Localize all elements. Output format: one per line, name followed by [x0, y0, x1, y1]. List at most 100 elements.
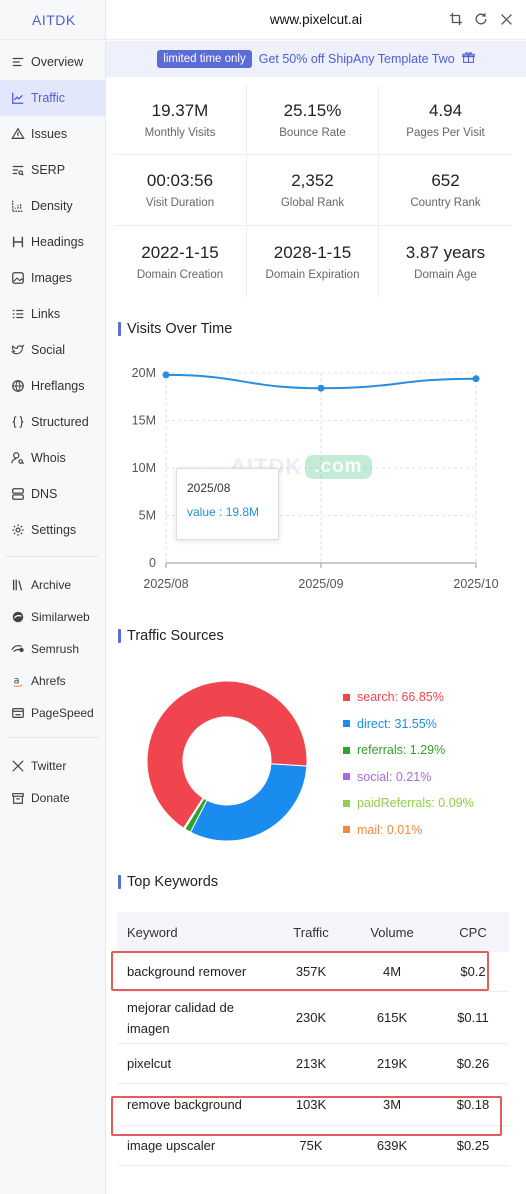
- stat-label: Global Rank: [280, 197, 345, 209]
- sidebar-item-serp[interactable]: SERP: [0, 152, 105, 188]
- legend-item-referrals[interactable]: referrals: 1.29%: [343, 737, 474, 764]
- globe-icon: [10, 378, 26, 394]
- stat-label: Visit Duration: [145, 197, 215, 209]
- stat-card: 2,352 Global Rank: [247, 155, 379, 226]
- chart-tooltip: 2025/08 value : 19.8M: [176, 468, 279, 540]
- braces-icon: [10, 414, 26, 430]
- sidebar-item-images[interactable]: Images: [0, 260, 105, 296]
- gift-icon: [461, 51, 475, 67]
- sidebar-item-density[interactable]: Density: [0, 188, 105, 224]
- sidebar-item-links[interactable]: Links: [0, 296, 105, 332]
- sidebar-item-label: Headings: [31, 235, 84, 249]
- cpc-cell: $0.18: [456, 1097, 490, 1112]
- x-twitter-icon: [10, 758, 26, 774]
- sidebar-item-semrush[interactable]: Semrush: [0, 633, 105, 665]
- heading-icon: [10, 234, 26, 250]
- sidebar-item-label: Similarweb: [31, 610, 90, 624]
- sidebar-item-donate[interactable]: Donate: [0, 782, 105, 814]
- header-traffic[interactable]: Traffic: [293, 924, 329, 940]
- donut-slice-search[interactable]: [146, 680, 308, 829]
- donut-legend: search: 66.85% direct: 31.55% referrals: 1…: [343, 684, 474, 843]
- overview-icon: [10, 54, 26, 70]
- sidebar-item-headings[interactable]: Headings: [0, 224, 105, 260]
- sidebar-item-archive[interactable]: Archive: [0, 569, 105, 601]
- stat-label: Bounce Rate: [279, 126, 346, 139]
- promo-message[interactable]: Get 50% off ShipAny Template Two: [258, 52, 455, 66]
- sidebar-item-social[interactable]: Social: [0, 332, 105, 368]
- sidebar-item-whois[interactable]: Whois: [0, 440, 105, 476]
- stat-label: Monthly Visits: [144, 126, 216, 139]
- visits-line-chart: 0 5M 10M 15M 20M 2025/08 2025/09 2025/10: [132, 366, 499, 591]
- sidebar-item-label: Traffic: [31, 91, 66, 105]
- sidebar-item-label: DNS: [31, 487, 58, 501]
- tooltip-value: value : 19.8M: [187, 505, 260, 519]
- legend-item-direct[interactable]: direct: 31.55%: [343, 711, 474, 738]
- table-row[interactable]: background remover 357K 4M $0.2: [117, 952, 509, 992]
- keyword-cell: pixelcut: [127, 1056, 172, 1071]
- stat-label: Country Rank: [410, 197, 481, 209]
- sidebar-item-label: Whois: [31, 451, 66, 465]
- stat-label: Domain Expiration: [265, 268, 360, 281]
- legend-label: paidReferrals: 0.09%: [357, 796, 474, 811]
- table-row[interactable]: remove background 103K 3M $0.18: [117, 1084, 509, 1126]
- stat-card: 00:03:56 Visit Duration: [114, 155, 247, 226]
- close-icon[interactable]: [498, 11, 514, 27]
- semrush-icon: [10, 641, 26, 657]
- section-title-sources: Traffic Sources: [118, 627, 224, 645]
- crop-icon[interactable]: [448, 11, 464, 27]
- sidebar-item-label: Density: [31, 199, 73, 213]
- y-tick-label: 0: [149, 556, 156, 570]
- sidebar-item-label: Structured: [31, 415, 89, 429]
- stat-value: 2,352: [291, 171, 334, 190]
- sidebar-item-structured[interactable]: Structured: [0, 404, 105, 440]
- y-tick-label: 15M: [132, 414, 156, 428]
- legend-swatch: [343, 693, 350, 701]
- sidebar-item-ahrefs[interactable]: a Ahrefs: [0, 665, 105, 697]
- donut-slice-direct[interactable]: [189, 763, 308, 842]
- domain-title: www.pixelcut.ai: [269, 12, 363, 27]
- sidebar-item-label: Twitter: [31, 759, 67, 773]
- volume-cell: 4M: [382, 964, 402, 979]
- legend-item-social[interactable]: social: 0.21%: [343, 764, 474, 791]
- sidebar-item-traffic[interactable]: Traffic: [0, 80, 105, 116]
- traffic-cell: 213K: [295, 1056, 327, 1071]
- y-tick-label: 10M: [132, 461, 156, 475]
- section-title-keywords: Top Keywords: [118, 873, 218, 891]
- brand-logo[interactable]: AITDK: [0, 0, 105, 40]
- header-keyword[interactable]: Keyword: [127, 924, 178, 940]
- sidebar-item-overview[interactable]: Overview: [0, 44, 105, 80]
- legend-item-search[interactable]: search: 66.85%: [343, 684, 474, 711]
- sidebar-nav: Overview Traffic Issues SERP Density Headings…: [0, 40, 105, 548]
- legend-item-mail[interactable]: mail: 0.01%: [343, 817, 474, 844]
- sidebar-item-issues[interactable]: Issues: [0, 116, 105, 152]
- sidebar-item-label: Settings: [31, 523, 77, 537]
- table-row[interactable]: pixelcut 213K 219K $0.26: [117, 1044, 509, 1084]
- refresh-icon[interactable]: [473, 11, 489, 27]
- stat-value: 19.37M: [151, 100, 209, 120]
- legend-swatch: [343, 720, 350, 728]
- header-cpc[interactable]: CPC: [459, 924, 487, 940]
- x-tick-label: 2025/09: [298, 577, 343, 591]
- social-icon: [10, 342, 26, 358]
- sidebar-item-pagespeed[interactable]: PageSpeed: [0, 697, 105, 729]
- promo-banner[interactable]: limited time only Get 50% off ShipAny Te…: [106, 41, 526, 77]
- top-bar: www.pixelcut.ai: [106, 0, 526, 40]
- volume-cell: 219K: [376, 1056, 408, 1071]
- sidebar-item-label: Overview: [31, 55, 84, 69]
- sidebar-item-settings[interactable]: Settings: [0, 512, 105, 548]
- legend-item-paidreferrals[interactable]: paidReferrals: 0.09%: [343, 790, 474, 817]
- density-icon: [10, 198, 26, 214]
- y-tick-label: 20M: [132, 366, 156, 380]
- sidebar-item-hreflangs[interactable]: Hreflangs: [0, 368, 105, 404]
- stats-grid: 19.37M Monthly Visits 25.15% Bounce Rate 4.9…: [114, 85, 512, 297]
- table-row[interactable]: image upscaler 75K 639K $0.25: [117, 1126, 509, 1166]
- sidebar-item-label: Issues: [31, 127, 68, 141]
- tooltip-date: 2025/08: [187, 481, 231, 495]
- sidebar-item-dns[interactable]: DNS: [0, 476, 105, 512]
- table-row[interactable]: mejorar calidad de imagen 230K 615K $0.11: [117, 992, 509, 1044]
- sidebar-item-similarweb[interactable]: Similarweb: [0, 601, 105, 633]
- warning-icon: [10, 126, 26, 142]
- stat-value: 2028-1-15: [273, 242, 352, 262]
- sidebar-item-twitter[interactable]: Twitter: [0, 750, 105, 782]
- header-volume[interactable]: Volume: [370, 924, 414, 940]
